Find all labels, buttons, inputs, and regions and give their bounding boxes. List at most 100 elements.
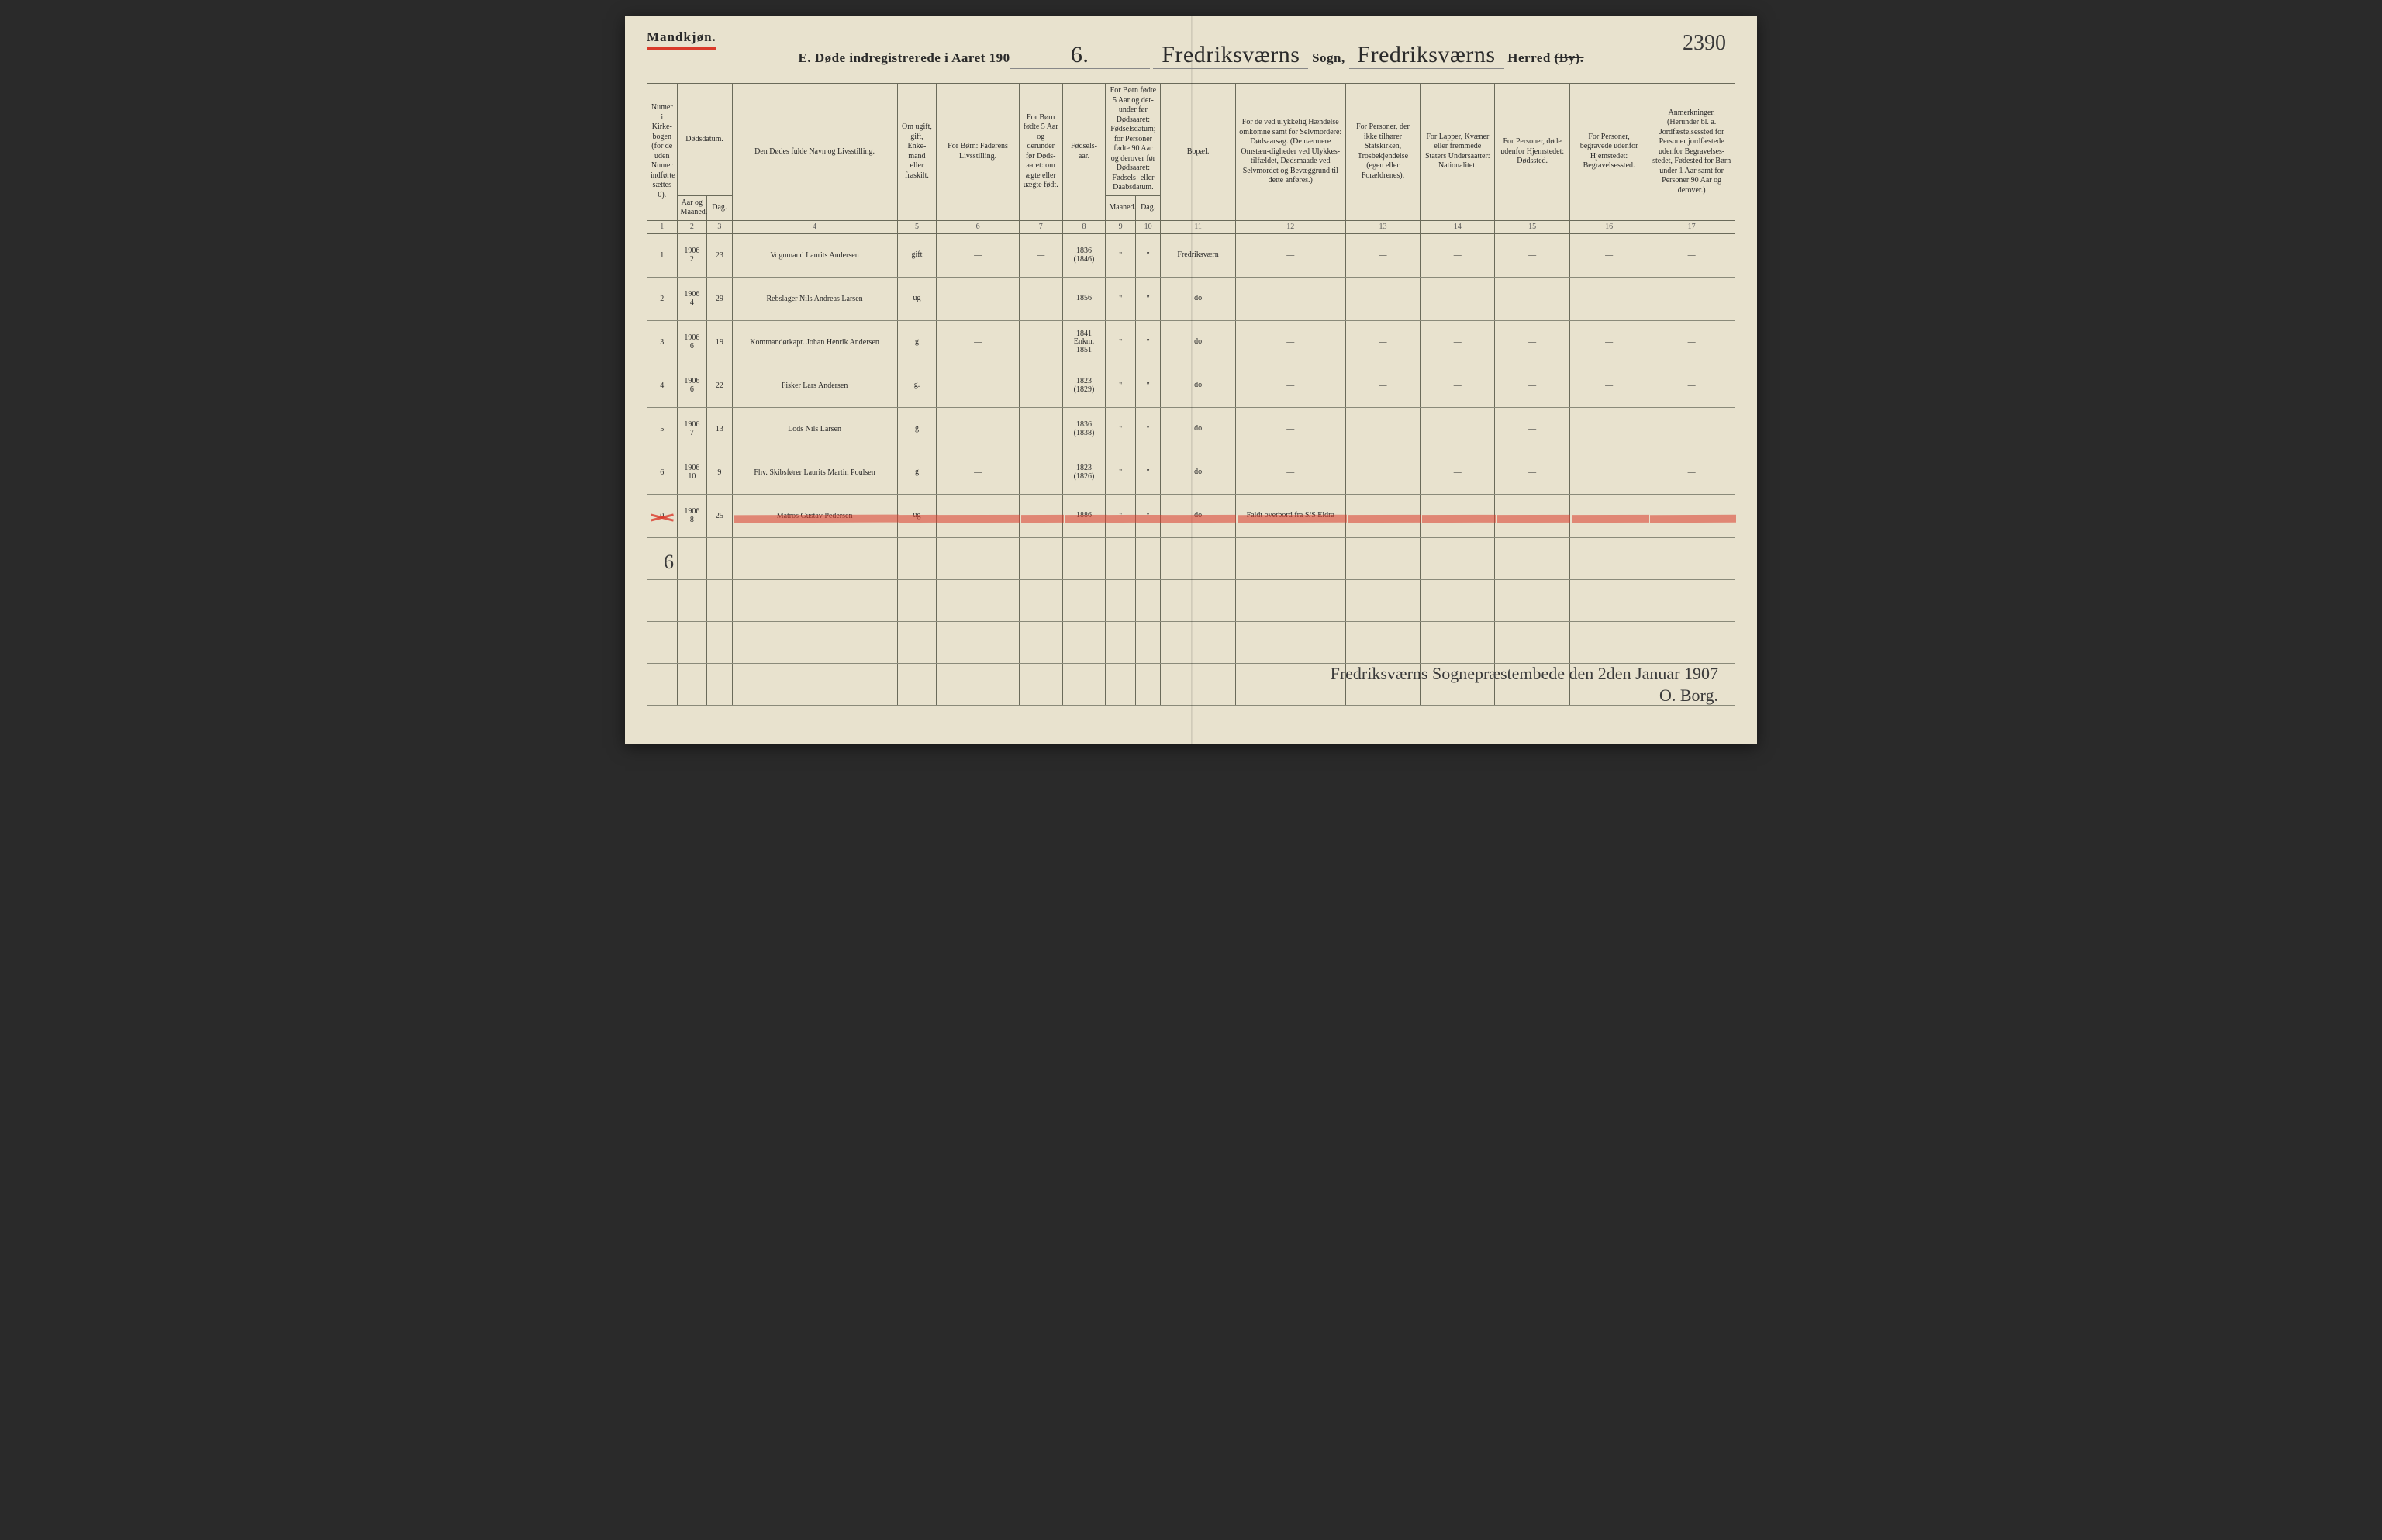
signature-line-2: O. Borg. xyxy=(1331,685,1718,707)
colnum: 13 xyxy=(1345,220,1420,234)
row-cause: — xyxy=(1235,321,1345,364)
col-5-header: Om ugift, gift, Enke-mand eller fraskilt… xyxy=(897,84,937,221)
row-number: 6 xyxy=(647,451,678,495)
row-burialplace: — xyxy=(1569,278,1648,321)
row-born-month: " xyxy=(1106,451,1136,495)
row-faith xyxy=(1345,408,1420,451)
row-nationality xyxy=(1421,408,1495,451)
blank-cell xyxy=(1161,664,1235,706)
row-name: Fhv. Skibsfører Laurits Martin Poulsen xyxy=(732,451,897,495)
row-residence: Fredriksværn xyxy=(1161,234,1235,278)
blank-cell xyxy=(732,664,897,706)
col-11-header: Bopæl. xyxy=(1161,84,1235,221)
row-cause: — xyxy=(1235,278,1345,321)
blank-cell xyxy=(677,580,707,622)
blank-cell xyxy=(732,538,897,580)
col-8-header: Fødsels-aar. xyxy=(1062,84,1106,221)
row-residence: do xyxy=(1161,278,1235,321)
col-4-header: Den Dødes fulde Navn og Livsstilling. xyxy=(732,84,897,221)
row-legit xyxy=(1019,364,1062,408)
title-by-label: (By). xyxy=(1555,50,1584,65)
row-burialplace: — xyxy=(1569,321,1648,364)
row-residence: do xyxy=(1161,451,1235,495)
row-year-month: 19068 xyxy=(677,495,707,538)
row-born-month: " xyxy=(1106,321,1136,364)
row-name: Rebslager Nils Andreas Larsen xyxy=(732,278,897,321)
tally-mark: 6 xyxy=(664,551,674,574)
title-year: 6. xyxy=(1010,42,1150,69)
blank-cell xyxy=(1569,580,1648,622)
blank-cell xyxy=(1345,580,1420,622)
row-year-month: 19062 xyxy=(677,234,707,278)
col-2b-header: Dag. xyxy=(707,195,732,220)
colnum: 8 xyxy=(1062,220,1106,234)
row-residence: do xyxy=(1161,364,1235,408)
blank-cell xyxy=(1161,538,1235,580)
blank-cell xyxy=(1135,580,1160,622)
col-2a-header: Aar og Maaned. xyxy=(677,195,707,220)
blank-cell xyxy=(647,664,678,706)
row-nationality xyxy=(1421,495,1495,538)
blank-cell xyxy=(1135,622,1160,664)
row-father xyxy=(937,495,1020,538)
row-name: Lods Nils Larsen xyxy=(732,408,897,451)
row-status: ug xyxy=(897,278,937,321)
row-nationality: — xyxy=(1421,234,1495,278)
row-year-month: 19066 xyxy=(677,364,707,408)
row-father: — xyxy=(937,278,1020,321)
row-number: 1 xyxy=(647,234,678,278)
blank-cell xyxy=(677,622,707,664)
row-day: 29 xyxy=(707,278,732,321)
row-faith: — xyxy=(1345,278,1420,321)
blank-cell xyxy=(1062,580,1106,622)
blank-cell xyxy=(1106,580,1136,622)
row-father: — xyxy=(937,321,1020,364)
blank-cell xyxy=(1062,664,1106,706)
title-herred-value: Fredriksværns xyxy=(1349,42,1504,69)
row-remarks: — xyxy=(1648,234,1735,278)
blank-cell xyxy=(707,580,732,622)
col-9-group-header: For Børn fødte 5 Aar og der-under før Dø… xyxy=(1106,84,1161,196)
blank-cell xyxy=(1062,622,1106,664)
row-born: 1823(1826) xyxy=(1062,451,1106,495)
row-father: — xyxy=(937,451,1020,495)
row-deathplace: — xyxy=(1495,408,1569,451)
colnum: 2 xyxy=(677,220,707,234)
row-legit: — xyxy=(1019,234,1062,278)
blank-cell xyxy=(897,538,937,580)
blank-cell xyxy=(1648,580,1735,622)
row-remarks xyxy=(1648,408,1735,451)
row-burialplace xyxy=(1569,495,1648,538)
blank-cell xyxy=(1135,664,1160,706)
colnum: 15 xyxy=(1495,220,1569,234)
blank-cell xyxy=(1421,580,1495,622)
blank-cell xyxy=(647,580,678,622)
row-born-month: " xyxy=(1106,364,1136,408)
blank-cell xyxy=(1569,538,1648,580)
row-born-day: " xyxy=(1135,321,1160,364)
colnum: 4 xyxy=(732,220,897,234)
row-faith xyxy=(1345,451,1420,495)
blank-cell xyxy=(732,622,897,664)
blank-cell xyxy=(1106,664,1136,706)
row-cause: — xyxy=(1235,408,1345,451)
blank-cell xyxy=(897,622,937,664)
blank-cell xyxy=(1421,538,1495,580)
blank-cell xyxy=(937,538,1020,580)
blank-cell xyxy=(1062,538,1106,580)
blank-cell xyxy=(1019,622,1062,664)
row-burialplace xyxy=(1569,451,1648,495)
row-cause: Faldt overbord fra S/S Eldra xyxy=(1235,495,1345,538)
signature-line-1: Fredriksværns Sognepræstembede den 2den … xyxy=(1331,663,1718,685)
blank-cell xyxy=(1421,622,1495,664)
blank-cell xyxy=(707,664,732,706)
col-7-header: For Børn fødte 5 Aar og derunder før Død… xyxy=(1019,84,1062,221)
row-status: gift xyxy=(897,234,937,278)
blank-cell xyxy=(1345,622,1420,664)
row-legit xyxy=(1019,278,1062,321)
blank-cell xyxy=(897,580,937,622)
row-born-day: " xyxy=(1135,278,1160,321)
row-born-month: " xyxy=(1106,278,1136,321)
row-father xyxy=(937,408,1020,451)
col-14-header: For Lapper, Kvæner eller fremmede Stater… xyxy=(1421,84,1495,221)
